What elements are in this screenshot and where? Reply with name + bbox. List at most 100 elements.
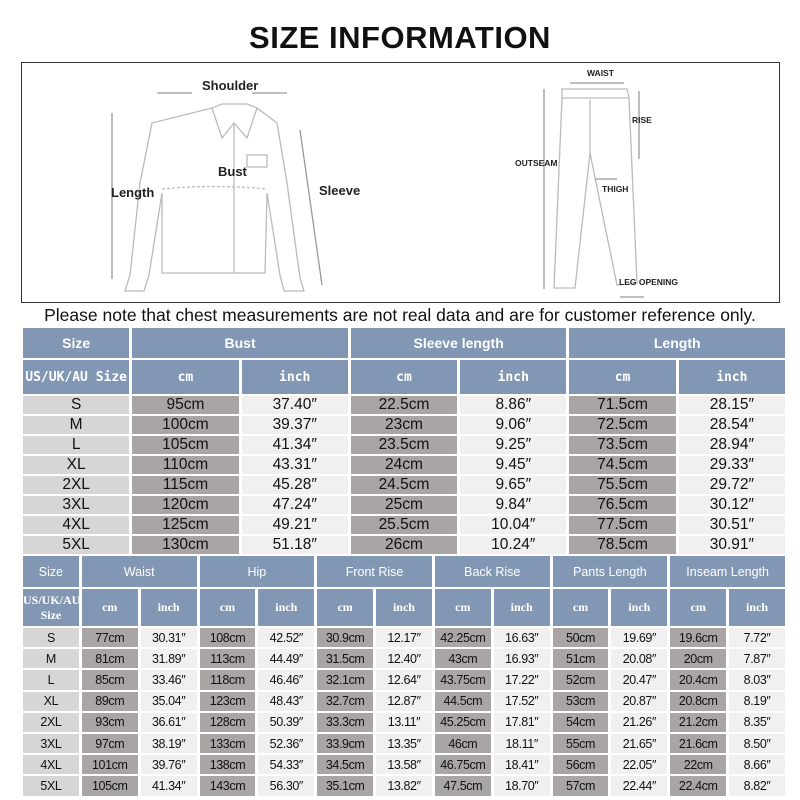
inch-cell: 33.46″: [140, 670, 197, 690]
inch-cell: 20.47″: [611, 670, 668, 690]
inch-cell: 37.40″: [241, 396, 348, 414]
cm-cell: 21.6cm: [670, 733, 727, 754]
label-sleeve: Sleeve: [319, 183, 361, 198]
inch-cell: 9.06″: [460, 416, 567, 434]
unit-header-inch: inch: [729, 589, 785, 626]
cm-cell: 85cm: [81, 670, 138, 690]
cm-cell: 73.5cm: [569, 436, 676, 454]
cm-cell: 25cm: [350, 496, 458, 514]
cm-cell: 22cm: [670, 755, 727, 775]
label-waist: WAIST: [587, 68, 614, 78]
size-cell: M: [23, 416, 130, 434]
size-cell: 3XL: [23, 496, 130, 514]
cm-cell: 95cm: [132, 396, 239, 414]
inch-cell: 20.08″: [611, 649, 668, 669]
cm-cell: 33.3cm: [317, 712, 374, 732]
cm-cell: 71.5cm: [569, 396, 676, 414]
inch-cell: 8.19″: [729, 691, 785, 711]
inch-cell: 8.03″: [729, 670, 785, 690]
cm-cell: 53cm: [552, 691, 609, 711]
inch-cell: 31.89″: [140, 649, 197, 669]
header-waist: Waist: [81, 556, 197, 587]
cm-cell: 46cm: [434, 733, 491, 754]
table-row: M 100cm 39.37″ 23cm 9.06″ 72.5cm 28.54″: [23, 416, 785, 434]
page-title: SIZE INFORMATION: [249, 20, 551, 55]
cm-cell: 47.5cm: [434, 776, 491, 796]
cm-cell: 46.75cm: [434, 755, 491, 775]
cm-cell: 50cm: [552, 628, 609, 648]
inch-cell: 19.69″: [611, 628, 668, 648]
inch-cell: 21.65″: [611, 733, 668, 754]
cm-cell: 31.5cm: [317, 649, 374, 669]
cm-cell: 125cm: [132, 516, 239, 534]
table-row: 3XL 97cm 38.19″ 133cm 52.36″ 33.9cm 13.35″ 46cm…: [23, 733, 785, 754]
inch-cell: 20.87″: [611, 691, 668, 711]
header-front-rise: Front Rise: [317, 556, 432, 587]
inch-cell: 8.35″: [729, 712, 785, 732]
header-length: Length: [569, 328, 785, 358]
cm-cell: 24.5cm: [350, 476, 458, 494]
inch-cell: 18.11″: [493, 733, 550, 754]
table-row: 5XL 130cm 51.18″ 26cm 10.24″ 78.5cm 30.91″: [23, 536, 785, 554]
size-cell: S: [23, 628, 79, 648]
unit-header-inch: inch: [678, 360, 785, 394]
top-size-table: Size Bust Sleeve length Length US/UK/AU Size…: [20, 326, 788, 556]
inch-cell: 9.25″: [460, 436, 567, 454]
label-outseam: OUTSEAM: [515, 158, 558, 168]
inch-cell: 54.33″: [258, 755, 315, 775]
unit-header-cm: cm: [317, 589, 374, 626]
size-cell: XL: [23, 456, 130, 474]
cm-cell: 22.4cm: [670, 776, 727, 796]
size-cell: XL: [23, 691, 79, 711]
inch-cell: 30.51″: [678, 516, 785, 534]
table-row: 4XL 101cm 39.76″ 138cm 54.33″ 34.5cm 13.58″ 46.…: [23, 755, 785, 775]
size-cell: L: [23, 670, 79, 690]
unit-header-cm: cm: [350, 360, 458, 394]
inch-cell: 18.70″: [493, 776, 550, 796]
inch-cell: 28.15″: [678, 396, 785, 414]
cm-cell: 54cm: [552, 712, 609, 732]
table-row: L 105cm 41.34″ 23.5cm 9.25″ 73.5cm 28.94″: [23, 436, 785, 454]
inch-cell: 39.37″: [241, 416, 348, 434]
inch-cell: 13.35″: [376, 733, 432, 754]
size-cell: S: [23, 396, 130, 414]
inch-cell: 45.28″: [241, 476, 348, 494]
inch-cell: 13.11″: [376, 712, 432, 732]
cm-cell: 81cm: [81, 649, 138, 669]
cm-cell: 52cm: [552, 670, 609, 690]
cm-cell: 25.5cm: [350, 516, 458, 534]
cm-cell: 21.2cm: [670, 712, 727, 732]
cm-cell: 55cm: [552, 733, 609, 754]
cm-cell: 34.5cm: [317, 755, 374, 775]
inch-cell: 10.04″: [460, 516, 567, 534]
unit-header-cm: cm: [434, 589, 491, 626]
inch-cell: 17.81″: [493, 712, 550, 732]
inch-cell: 43.31″: [241, 456, 348, 474]
cm-cell: 120cm: [132, 496, 239, 514]
cm-cell: 89cm: [81, 691, 138, 711]
cm-cell: 105cm: [81, 776, 138, 796]
cm-cell: 32.7cm: [317, 691, 374, 711]
inch-cell: 50.39″: [258, 712, 315, 732]
inch-cell: 29.72″: [678, 476, 785, 494]
cm-cell: 20cm: [670, 649, 727, 669]
inch-cell: 35.04″: [140, 691, 197, 711]
size-cell: 5XL: [23, 776, 79, 796]
unit-header-cm: cm: [132, 360, 239, 394]
inch-cell: 49.21″: [241, 516, 348, 534]
table-row: M 81cm 31.89″ 113cm 44.49″ 31.5cm 12.40″ 43cm 16…: [23, 649, 785, 669]
inch-cell: 52.36″: [258, 733, 315, 754]
table-row: L 85cm 33.46″ 118cm 46.46″ 32.1cm 12.64″ 43.75c…: [23, 670, 785, 690]
unit-header-inch: inch: [460, 360, 567, 394]
unit-header-inch: inch: [376, 589, 432, 626]
bottom-size-table: Size Waist Hip Front Rise Back Rise Pants Len…: [20, 554, 788, 798]
measurement-diagram: Shoulder Bust Length Sleeve WAIST RISE O…: [21, 62, 780, 303]
cm-cell: 100cm: [132, 416, 239, 434]
cm-cell: 20.8cm: [670, 691, 727, 711]
cm-cell: 123cm: [199, 691, 256, 711]
table-row: 4XL 125cm 49.21″ 25.5cm 10.04″ 77.5cm 30.51″: [23, 516, 785, 534]
header-hip: Hip: [199, 556, 315, 587]
inch-cell: 46.46″: [258, 670, 315, 690]
header-size: Size: [23, 328, 130, 358]
inch-cell: 7.72″: [729, 628, 785, 648]
